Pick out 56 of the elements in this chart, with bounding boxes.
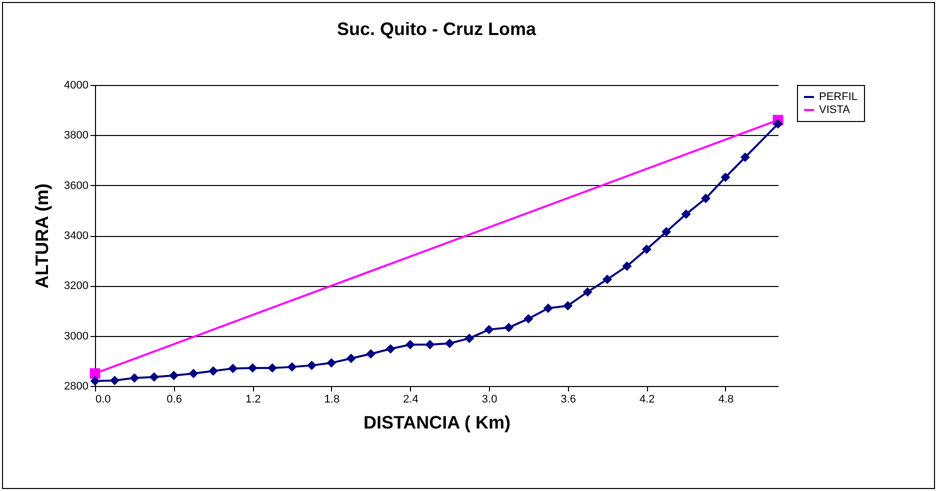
y-tick-label: 3600 — [64, 180, 88, 192]
point — [681, 209, 691, 219]
x-tick-label: 2.4 — [403, 394, 418, 406]
point — [563, 300, 573, 310]
point — [169, 370, 179, 380]
point — [484, 324, 494, 334]
point — [326, 358, 336, 368]
legend-label: PERFIL — [819, 91, 858, 103]
y-tick-label: 3400 — [64, 230, 88, 242]
point — [464, 334, 474, 344]
point — [662, 226, 672, 236]
point — [405, 340, 415, 350]
x-tick-label: 0.0 — [96, 394, 111, 406]
x-axis-title: DISTANCIA ( Km) — [364, 412, 510, 432]
y-axis-title: ALTURA (m) — [32, 184, 52, 288]
point — [425, 340, 435, 350]
point — [208, 366, 218, 376]
legend-label: VISTA — [819, 104, 851, 116]
x-tick-label: 4.8 — [718, 394, 734, 406]
point — [740, 152, 750, 162]
point — [582, 287, 592, 297]
point — [524, 314, 534, 324]
point — [188, 368, 198, 378]
y-tick-label: 3000 — [64, 330, 88, 342]
y-tick-label: 3800 — [64, 130, 88, 142]
y-tick-label: 3200 — [64, 280, 88, 292]
point — [504, 322, 514, 332]
point — [248, 363, 258, 373]
point — [386, 344, 396, 354]
point — [149, 372, 159, 382]
y-tick-label: 4000 — [64, 80, 88, 92]
x-tick-label: 3.0 — [482, 394, 498, 406]
y-tick-label: 2800 — [64, 380, 88, 392]
point — [306, 360, 316, 370]
point — [268, 363, 278, 373]
point — [543, 304, 553, 313]
x-tick-label: 3.6 — [560, 394, 576, 406]
point — [720, 172, 730, 182]
point — [130, 373, 140, 383]
point — [602, 274, 612, 284]
point — [642, 244, 652, 254]
point — [444, 338, 454, 348]
point — [366, 349, 376, 359]
x-tick-label: 4.2 — [640, 394, 655, 406]
chart-title: Suc. Quito - Cruz Loma — [336, 19, 537, 39]
x-tick-label: 1.2 — [245, 394, 261, 406]
point — [346, 354, 356, 364]
point — [622, 261, 632, 271]
point — [287, 362, 297, 372]
point — [110, 376, 120, 386]
x-tick-label: 0.6 — [166, 394, 182, 406]
point — [701, 194, 711, 204]
point — [90, 368, 100, 379]
point — [228, 364, 238, 374]
x-tick-label: 1.8 — [324, 394, 340, 406]
point — [773, 119, 783, 129]
